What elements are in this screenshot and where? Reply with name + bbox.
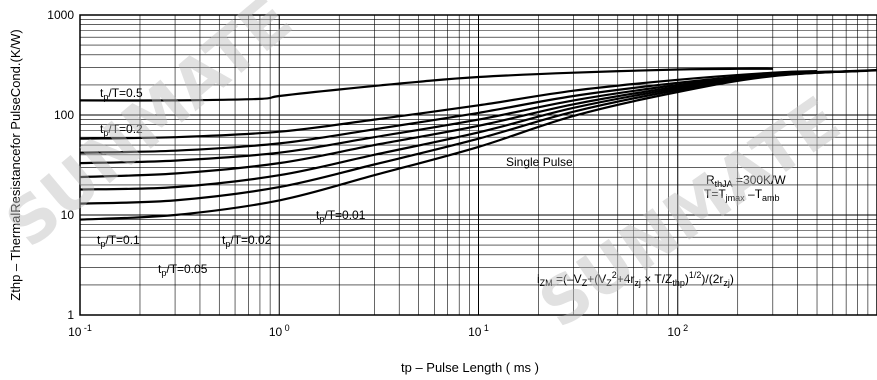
label-single-pulse: Single Pulse [506,155,573,169]
x-axis-title: tp – Pulse Length ( ms ) [401,360,539,375]
y-tick-label: 1 [67,308,74,322]
grid-lines [79,15,877,316]
x-tick-label: 10 1 [468,323,489,339]
series-line-unlabeled [79,70,833,154]
x-tick-label: 10 -1 [68,323,92,339]
label-tp-t-0.05: tp/T=0.05 [158,262,208,278]
label-tp-t-0.2: tp/T=0.2 [100,122,143,138]
label-rthja: RthJA =300K/W [706,173,786,189]
label-formula: iZM =(–VZ+(VZ2+4rzj × T/Zthp)1/2)/(2rzj) [537,270,734,288]
x-tick-labels: 10 -1 10 0 10 1 10 2 [68,323,688,339]
watermark-left: SUNMATE [0,0,306,262]
watermark-right: SUNMATE [527,83,854,343]
x-tick-label: 10 2 [667,323,688,339]
y-tick-label: 1000 [47,8,74,22]
y-tick-label: 100 [54,108,74,122]
series-line-tp-t-0-5 [79,67,773,102]
label-tp-t-0.01: tp/T=0.01 [316,208,366,224]
plot-frame [79,14,877,316]
label-tp-t-0.02: tp/T=0.02 [222,233,272,249]
label-t-difference: T=Tjmax –Tamb [704,187,780,203]
x-tick-label: 10 0 [269,323,290,339]
series-curves [79,67,877,221]
series-line-single-pulse [79,68,877,221]
label-tp-t-0.5: tp/T=0.5 [100,86,143,102]
y-tick-label: 10 [61,208,75,222]
y-axis-title: Zthp – ThermalResistancefor PulseCond.(K… [8,29,23,300]
series-line-tp-t-0-2 [79,70,818,140]
label-tp-t-0.1: tp/T=0.1 [97,233,140,249]
y-tick-labels: 1 10 100 1000 [47,8,74,322]
